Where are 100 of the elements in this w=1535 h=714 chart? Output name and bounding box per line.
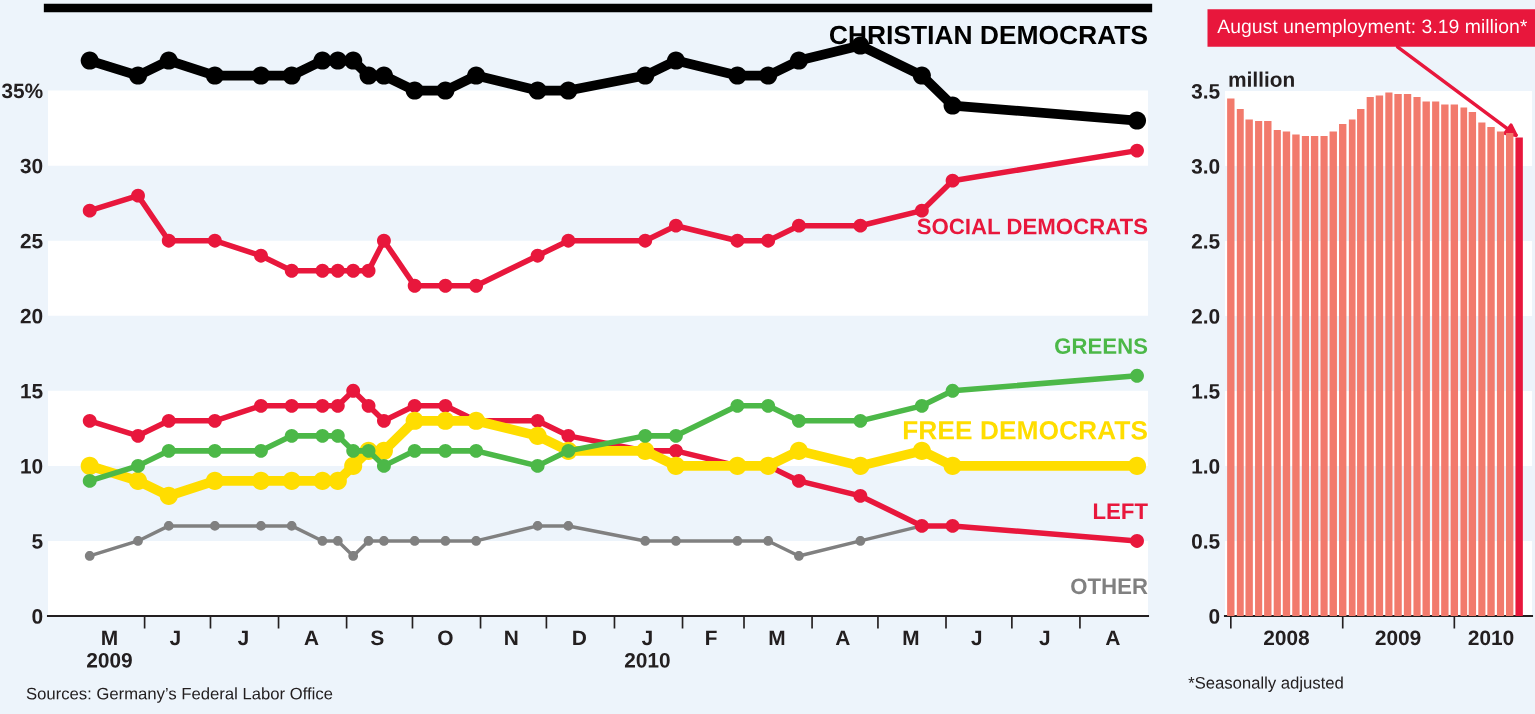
- point: [315, 398, 330, 413]
- point: [1130, 143, 1144, 158]
- point: [438, 443, 453, 458]
- series-label: CHRISTIAN DEMOCRATS: [829, 25, 1147, 45]
- point: [669, 443, 683, 458]
- bar: [1282, 131, 1291, 616]
- point: [328, 471, 347, 490]
- bar: [1227, 98, 1235, 616]
- point: [528, 81, 547, 100]
- point: [251, 66, 270, 85]
- y-tick-label: 0: [32, 609, 43, 624]
- y-tick-label: 1.0: [1192, 459, 1220, 474]
- y-tick-label: 1.5: [1192, 384, 1220, 399]
- point: [82, 203, 97, 218]
- bar: [1403, 94, 1412, 616]
- bar: [1264, 121, 1272, 616]
- bar: [1394, 94, 1402, 616]
- point: [791, 413, 806, 428]
- y-tick-label: 10: [21, 458, 43, 474]
- point: [374, 66, 393, 85]
- bar: [1432, 101, 1440, 616]
- point: [1130, 368, 1144, 383]
- point: [728, 66, 747, 85]
- point: [330, 398, 345, 413]
- point: [669, 218, 683, 233]
- x-tick-label: 2010: [1468, 630, 1514, 646]
- point: [346, 263, 361, 278]
- point: [376, 233, 391, 248]
- point: [256, 521, 266, 531]
- point: [436, 81, 455, 100]
- point: [407, 278, 422, 293]
- x-tick-label: D: [573, 630, 586, 645]
- x-tick-label: M: [769, 630, 785, 645]
- x-tick-label: A: [1105, 630, 1120, 645]
- x-tick-label: 2008: [1264, 630, 1309, 646]
- point: [407, 398, 422, 413]
- y-tick-label: 2.0: [1191, 309, 1220, 324]
- series-label: GREENS: [1055, 338, 1148, 354]
- bar: [1385, 92, 1393, 616]
- y-tick-label: 35%: [1, 83, 43, 99]
- point: [438, 398, 453, 413]
- point: [159, 51, 178, 70]
- bar: [1375, 95, 1384, 616]
- y-tick-label: 30: [20, 158, 43, 174]
- series-label: LEFT: [1093, 503, 1148, 519]
- point: [666, 456, 685, 475]
- bar: [1478, 122, 1486, 616]
- point: [855, 536, 866, 546]
- point: [344, 456, 363, 475]
- point: [1127, 111, 1147, 130]
- y-axis-title: million: [1229, 71, 1294, 87]
- bar: [1292, 134, 1300, 616]
- point: [80, 51, 99, 70]
- point: [207, 443, 222, 458]
- point: [131, 428, 145, 443]
- point: [851, 456, 870, 475]
- point: [284, 398, 299, 413]
- point: [640, 536, 651, 546]
- point: [794, 551, 804, 561]
- point: [210, 521, 220, 531]
- point: [471, 536, 481, 546]
- y-tick-label: 0: [1209, 609, 1220, 624]
- point: [131, 458, 145, 473]
- point: [254, 443, 268, 458]
- x-tick-label: J 2010: [624, 630, 670, 668]
- x-tick-label: J: [1039, 630, 1050, 646]
- annotation: August unemployment: 3.19 million*: [1217, 18, 1528, 38]
- point: [730, 398, 745, 413]
- point: [361, 398, 376, 413]
- y-tick-label: 3.5: [1191, 84, 1220, 99]
- point: [315, 263, 330, 278]
- point: [945, 383, 960, 398]
- bar: [1460, 107, 1468, 616]
- x-tick-label: S: [370, 630, 384, 646]
- point: [532, 521, 543, 531]
- bar: [1255, 121, 1263, 616]
- point: [853, 413, 868, 428]
- point: [440, 536, 451, 546]
- x-tick-label: A: [304, 630, 319, 645]
- x-tick-label: J: [237, 630, 248, 646]
- point: [791, 218, 806, 233]
- point: [159, 486, 178, 505]
- point: [409, 536, 420, 546]
- point: [133, 536, 143, 546]
- point: [84, 551, 95, 561]
- bar: [1310, 136, 1319, 616]
- point: [530, 248, 545, 263]
- y-tick-label: 20: [20, 308, 43, 324]
- bar: [1339, 124, 1347, 616]
- point: [761, 398, 776, 413]
- point: [791, 473, 806, 488]
- bar: [1273, 130, 1281, 616]
- x-tick-label: M: [903, 630, 919, 645]
- point: [363, 536, 374, 546]
- point: [469, 443, 484, 458]
- series-label: FREE DEMOCRATS: [903, 420, 1147, 440]
- point: [313, 51, 332, 70]
- point: [205, 471, 224, 490]
- point: [332, 536, 343, 546]
- y-tick-label: 3.0: [1191, 159, 1220, 174]
